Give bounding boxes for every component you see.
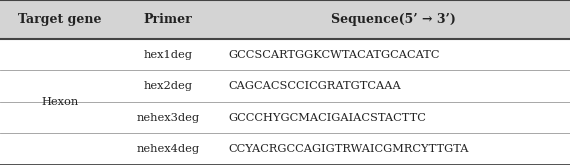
Text: CAGCACSCCICGRATGTCAAA: CAGCACSCCICGRATGTCAAA <box>228 81 401 91</box>
Bar <box>0 70 570 102</box>
Text: Target gene: Target gene <box>18 13 101 26</box>
Text: CCYACRGCCAGIGTRWAICGMRCYTTGTA: CCYACRGCCAGIGTRWAICGMRCYTTGTA <box>228 144 469 154</box>
Bar <box>0 133 570 165</box>
Text: nehex4deg: nehex4deg <box>137 144 199 154</box>
Bar <box>0 102 570 133</box>
Text: hex1deg: hex1deg <box>144 50 193 60</box>
Text: nehex3deg: nehex3deg <box>137 113 199 123</box>
Text: Primer: Primer <box>144 13 193 26</box>
Text: GCCSCARTGGKCWTACATGCACATC: GCCSCARTGGKCWTACATGCACATC <box>228 50 439 60</box>
Text: Sequence(5’ → 3’): Sequence(5’ → 3’) <box>331 13 456 26</box>
Bar <box>0 0 570 39</box>
Text: Hexon: Hexon <box>41 97 79 107</box>
Text: GCCCHYGCMACIGAIACSTACTTC: GCCCHYGCMACIGAIACSTACTTC <box>228 113 426 123</box>
Bar <box>0 39 570 70</box>
Text: hex2deg: hex2deg <box>144 81 193 91</box>
